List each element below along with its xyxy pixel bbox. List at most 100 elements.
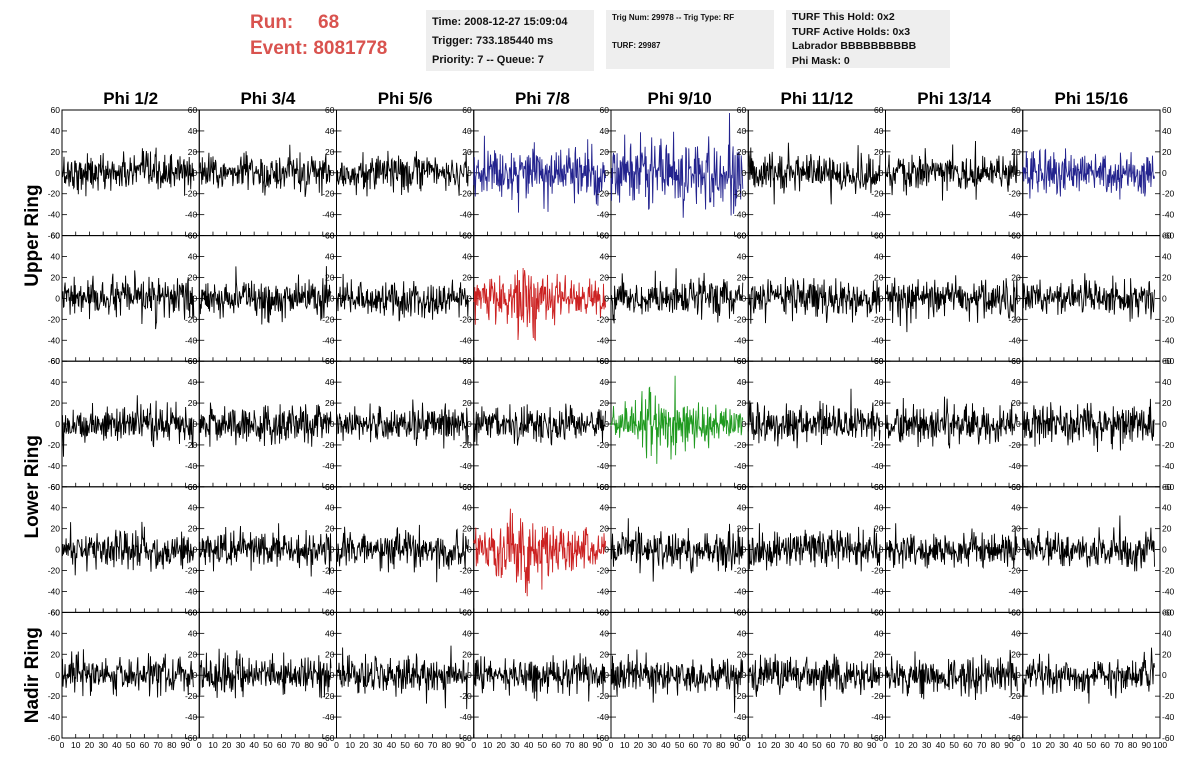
y-tick-label: -60 bbox=[1162, 356, 1175, 366]
x-tick-label: 40 bbox=[387, 740, 397, 750]
y-tick-label: 40 bbox=[1162, 628, 1172, 638]
x-tick-label: 40 bbox=[936, 740, 946, 750]
y-tick-label: -60 bbox=[185, 733, 198, 743]
waveform-trace bbox=[885, 140, 1018, 201]
y-tick-label: -40 bbox=[597, 461, 610, 471]
y-tick-label: 60 bbox=[188, 105, 198, 115]
y-tick-label: 0 bbox=[467, 670, 472, 680]
y-tick-label: 0 bbox=[604, 168, 609, 178]
y-tick-label: 20 bbox=[737, 398, 747, 408]
y-tick-label: -40 bbox=[322, 586, 335, 596]
y-tick-label: 20 bbox=[1011, 272, 1021, 282]
x-tick-label: 40 bbox=[661, 740, 671, 750]
event-label: Event: bbox=[250, 38, 309, 59]
waveform-trace bbox=[610, 112, 744, 218]
x-tick-label: 20 bbox=[85, 740, 95, 750]
y-tick-label: -20 bbox=[597, 440, 610, 450]
y-tick-label: -40 bbox=[871, 712, 884, 722]
y-tick-label: -20 bbox=[48, 189, 61, 199]
y-tick-label: 40 bbox=[325, 628, 335, 638]
y-tick-label: 0 bbox=[742, 419, 747, 429]
y-tick-label: 40 bbox=[600, 503, 610, 513]
y-tick-label: -40 bbox=[734, 461, 747, 471]
y-tick-label: -20 bbox=[1162, 566, 1175, 576]
waveform-trace bbox=[747, 142, 881, 205]
y-tick-label: -20 bbox=[48, 691, 61, 701]
y-tick-label: -20 bbox=[1008, 691, 1021, 701]
y-tick-label: -40 bbox=[597, 335, 610, 345]
x-tick-label: 20 bbox=[771, 740, 781, 750]
y-tick-label: 20 bbox=[1162, 272, 1172, 282]
x-tick-label: 20 bbox=[634, 740, 644, 750]
column-title: Phi 15/16 bbox=[1055, 89, 1129, 108]
x-tick-label: 20 bbox=[908, 740, 918, 750]
waveform-trace bbox=[885, 396, 1018, 449]
y-tick-label: -20 bbox=[185, 440, 198, 450]
x-tick-label: 60 bbox=[963, 740, 973, 750]
column-title: Phi 7/8 bbox=[515, 89, 570, 108]
y-tick-label: -20 bbox=[459, 566, 472, 576]
y-tick-label: 40 bbox=[874, 503, 884, 513]
y-tick-label: -40 bbox=[322, 335, 335, 345]
y-tick-label: 0 bbox=[193, 419, 198, 429]
y-tick-label: -40 bbox=[1162, 210, 1175, 220]
y-tick-label: 60 bbox=[600, 607, 610, 617]
y-tick-label: 40 bbox=[462, 252, 472, 262]
y-tick-label: 40 bbox=[1162, 503, 1172, 513]
waveform-trace bbox=[336, 273, 469, 322]
column-title: Phi 13/14 bbox=[917, 89, 991, 108]
x-tick-label: 0 bbox=[1020, 740, 1025, 750]
y-tick-label: 60 bbox=[1162, 356, 1172, 366]
y-tick-label: 40 bbox=[325, 503, 335, 513]
x-tick-label: 50 bbox=[1087, 740, 1097, 750]
trig-num-line: Trig Num: 29978 -- Trig Type: RF bbox=[612, 13, 735, 22]
y-tick-label: -20 bbox=[1162, 691, 1175, 701]
y-tick-label: -40 bbox=[1162, 335, 1175, 345]
y-tick-label: -20 bbox=[734, 566, 747, 576]
waveform-trace bbox=[747, 523, 881, 572]
trigger-line: Trigger: 733.185440 ms bbox=[432, 35, 554, 47]
y-tick-label: 0 bbox=[1162, 168, 1167, 178]
y-tick-label: 20 bbox=[1011, 649, 1021, 659]
y-tick-label: -60 bbox=[48, 231, 61, 241]
waveform-trace bbox=[198, 523, 332, 577]
y-tick-label: -20 bbox=[48, 566, 61, 576]
row-group-title: Nadir Ring bbox=[22, 627, 43, 723]
column-title: Phi 9/10 bbox=[647, 89, 711, 108]
x-tick-label: 90 bbox=[730, 740, 740, 750]
y-tick-label: -40 bbox=[185, 586, 198, 596]
y-tick-label: 0 bbox=[879, 419, 884, 429]
y-tick-label: -40 bbox=[871, 461, 884, 471]
x-tick-label: 10 bbox=[1032, 740, 1042, 750]
waveform-trace bbox=[1022, 148, 1155, 200]
x-tick-label: 0 bbox=[334, 740, 339, 750]
x-tick-label: 90 bbox=[867, 740, 877, 750]
priority-line: Priority: 7 -- Queue: 7 bbox=[432, 54, 544, 66]
y-tick-label: -60 bbox=[1162, 482, 1175, 492]
x-tick-label: 80 bbox=[442, 740, 452, 750]
y-tick-label: 20 bbox=[1162, 524, 1172, 534]
x-tick-label: 80 bbox=[167, 740, 177, 750]
y-tick-label: 60 bbox=[1011, 356, 1021, 366]
y-tick-label: 20 bbox=[188, 524, 198, 534]
y-tick-label: -20 bbox=[734, 189, 747, 199]
y-tick-label: 0 bbox=[55, 168, 60, 178]
y-tick-label: 60 bbox=[600, 231, 610, 241]
x-tick-label: 30 bbox=[1059, 740, 1069, 750]
x-tick-label: 40 bbox=[1073, 740, 1083, 750]
y-tick-label: 40 bbox=[51, 377, 61, 387]
y-tick-label: 0 bbox=[1162, 545, 1167, 555]
y-tick-label: 0 bbox=[55, 545, 60, 555]
y-tick-label: 20 bbox=[325, 272, 335, 282]
y-tick-label: -60 bbox=[322, 733, 335, 743]
x-tick-label: 80 bbox=[853, 740, 863, 750]
y-tick-label: 0 bbox=[1016, 419, 1021, 429]
y-tick-label: -60 bbox=[48, 356, 61, 366]
y-tick-label: -40 bbox=[48, 712, 61, 722]
y-tick-label: -20 bbox=[1008, 440, 1021, 450]
y-tick-label: -60 bbox=[459, 733, 472, 743]
y-tick-label: -40 bbox=[871, 335, 884, 345]
y-tick-label: 20 bbox=[874, 398, 884, 408]
row-group-title: Upper Ring bbox=[22, 184, 43, 286]
y-tick-label: -60 bbox=[597, 733, 610, 743]
